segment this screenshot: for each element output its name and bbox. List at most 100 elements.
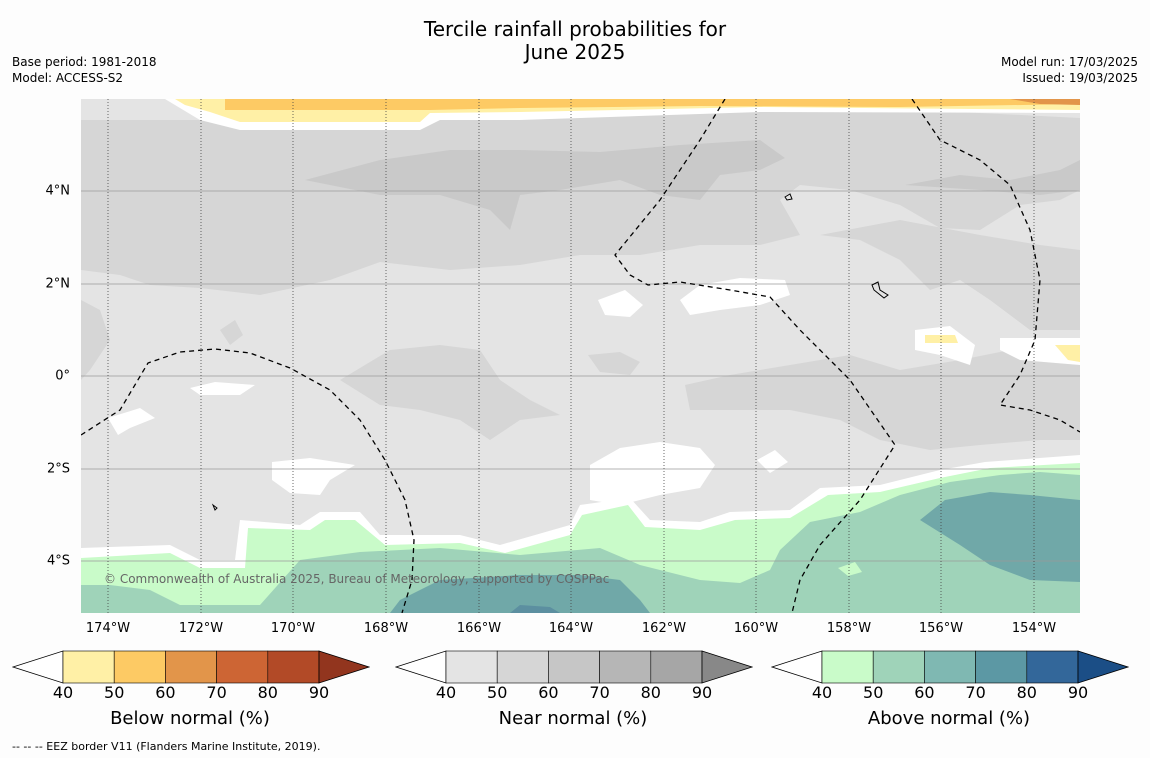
- copyright-notice: © Commonwealth of Australia 2025, Bureau…: [104, 572, 610, 586]
- lon-tick-label: 174°W: [85, 621, 131, 636]
- colorbar-segment: [872, 650, 925, 684]
- no-dominant-patch-3: [272, 458, 355, 495]
- no-dominant-patch-5: [680, 278, 790, 315]
- eez-borders: [81, 99, 1080, 613]
- below-normal-40-patch-2: [1055, 345, 1080, 362]
- near-normal-60-region: [305, 140, 785, 230]
- no-dominant-patch-7: [757, 450, 788, 473]
- model-name: Model: ACCESS-S2: [12, 71, 124, 85]
- colorbar-segment: [599, 650, 652, 684]
- near-normal-50-blob: [588, 352, 640, 375]
- above-normal-60-region-east: [920, 492, 1080, 582]
- below-normal-50-region: [225, 99, 1080, 110]
- above-normal-40-blob: [838, 562, 862, 576]
- colorbar-segment: [216, 650, 269, 684]
- near-normal-50-region-north-2: [820, 220, 1080, 330]
- above-normal-50-region: [81, 472, 1080, 613]
- lat-tick-label: 2°S: [46, 461, 70, 477]
- colorbar-segment: [445, 650, 498, 684]
- colorbar-tick-label: 60: [155, 683, 176, 702]
- colorbar-tick-label: 60: [538, 683, 559, 702]
- eez-footnote: -- -- -- EEZ border V11 (Flanders Marine…: [12, 740, 321, 753]
- colorbar-over-triangle: [701, 650, 753, 684]
- title-line-2: June 2025: [524, 40, 626, 64]
- colorbar-segment: [650, 650, 703, 684]
- lon-tick-label: 172°W: [178, 621, 224, 636]
- colorbar-tick-label: 90: [308, 683, 330, 702]
- colorbar-segment: [267, 650, 320, 684]
- above-normal-60-region: [390, 575, 650, 613]
- colorbar-tick-label: 50: [104, 683, 125, 702]
- near-normal-50-region-mideast: [685, 350, 1080, 450]
- colorbar-over-triangle: [318, 650, 370, 684]
- colorbar-tick-label: 50: [863, 683, 884, 702]
- lon-tick-label: 160°W: [733, 621, 779, 636]
- colorbar-tick-label: 60: [914, 683, 935, 702]
- lon-tick-label: 156°W: [918, 621, 964, 636]
- colorbar-tick-label: 70: [206, 683, 227, 702]
- lon-tick-label: 168°W: [363, 621, 409, 636]
- colorbar-tick-label: 40: [435, 683, 457, 702]
- colorbar-under-triangle: [771, 650, 823, 684]
- near-normal-50-blob-2: [220, 320, 243, 345]
- title-line-1: Tercile rainfall probabilities for: [423, 17, 727, 41]
- no-dominant-patch-2: [108, 408, 155, 435]
- lat-tick-label: 4°N: [45, 183, 71, 199]
- lon-tick-label: 162°W: [641, 621, 687, 636]
- lon-tick-label: 164°W: [548, 621, 594, 636]
- colorbar-1: [12, 650, 370, 684]
- lon-tick-label: 170°W: [270, 621, 316, 636]
- colorbar-segment: [62, 650, 115, 684]
- near-normal-50-region-west: [81, 300, 110, 380]
- no-dominant-patch-8: [1000, 338, 1080, 365]
- colorbar-label: Near normal (%): [498, 708, 648, 729]
- colorbar-tick-label: 80: [640, 683, 661, 702]
- lat-tick-label: 4°S: [46, 553, 70, 569]
- colorbar-tick-label: 80: [257, 683, 278, 702]
- colorbar-tick-label: 90: [691, 683, 713, 702]
- lat-tick-label: 2°N: [45, 276, 71, 292]
- lon-tick-label: 166°W: [456, 621, 502, 636]
- model-run: Model run: 17/03/2025: [1000, 55, 1138, 69]
- colorbar-3: [771, 650, 1129, 684]
- lon-tick-label: 154°W: [1011, 621, 1057, 636]
- colorbar-tick-label: 70: [589, 683, 610, 702]
- colorbar-segment: [821, 650, 874, 684]
- map-field: [81, 99, 1080, 613]
- colorbar-label: Below normal (%): [110, 708, 270, 729]
- no-dominant-patch-6: [590, 442, 715, 505]
- colorbar-2: [395, 650, 753, 684]
- colorbar-tick-label: 70: [965, 683, 986, 702]
- lat-tick-label: 0°: [55, 368, 70, 384]
- colorbar-under-triangle: [395, 650, 447, 684]
- below-normal-60-region: [1010, 99, 1080, 105]
- colorbar-under-triangle: [12, 650, 64, 684]
- no-dominant-patch-1: [190, 382, 255, 395]
- base-period: Base period: 1981-2018: [12, 55, 157, 69]
- map-title: Tercile rainfall probabilities for June …: [0, 18, 1150, 64]
- colorbar-tick-label: 90: [1067, 683, 1089, 702]
- colorbar-segment: [975, 650, 1028, 684]
- colorbar-segment: [113, 650, 166, 684]
- near-normal-60-region-east: [905, 160, 1080, 195]
- near-normal-50-region-mid: [340, 345, 560, 440]
- meta-right: Model run: 17/03/2025 Issued: 19/03/2025: [1001, 54, 1138, 86]
- no-dominant-patch-4: [598, 290, 643, 317]
- issued-date: Issued: 19/03/2025: [1022, 71, 1138, 85]
- colorbar-tick-label: 40: [811, 683, 833, 702]
- below-normal-40-patch-1: [925, 335, 958, 343]
- colorbar-segment: [548, 650, 600, 684]
- colorbar-segment: [165, 650, 217, 684]
- islands: [211, 193, 889, 511]
- colorbar-tick-label: 80: [1016, 683, 1037, 702]
- colorbar-segment: [1026, 650, 1079, 684]
- colorbar-tick-label: 50: [487, 683, 508, 702]
- near-normal-50-region-north: [81, 105, 1080, 295]
- colorbar-segment: [924, 650, 976, 684]
- above-normal-70-patch: [510, 605, 560, 613]
- meta-left: Base period: 1981-2018 Model: ACCESS-S2: [12, 54, 157, 86]
- colorbar-over-triangle: [1077, 650, 1129, 684]
- lon-tick-label: 158°W: [826, 621, 872, 636]
- colorbar-segment: [496, 650, 549, 684]
